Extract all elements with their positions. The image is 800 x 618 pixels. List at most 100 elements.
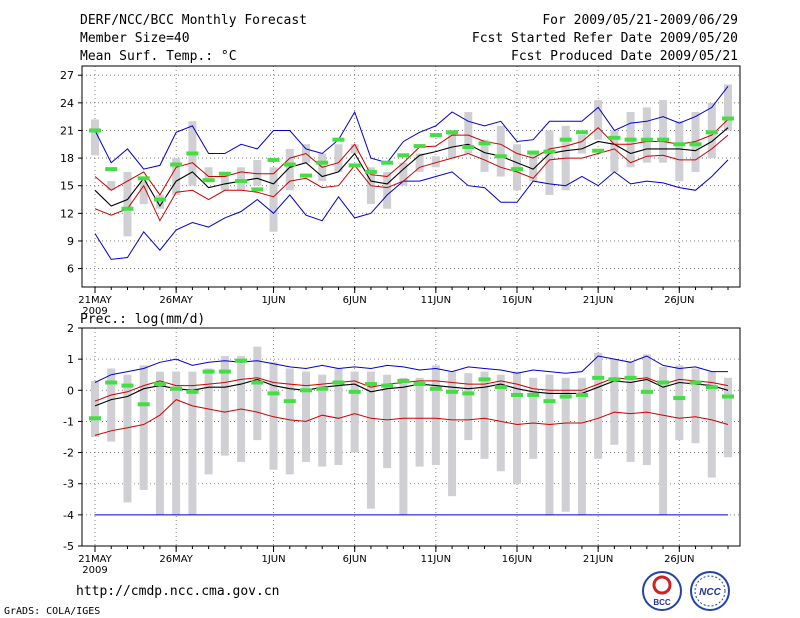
observed-marker <box>202 369 215 374</box>
observed-marker <box>559 137 572 142</box>
ensemble-box <box>220 356 229 456</box>
observed-marker <box>705 385 718 390</box>
ensemble-box <box>383 171 392 209</box>
ensemble-box <box>155 194 164 209</box>
ensemble-box <box>350 144 359 154</box>
observed-marker <box>592 148 605 153</box>
bcc-logo: BCC <box>642 571 682 611</box>
ensemble-box <box>220 173 229 191</box>
observed-marker <box>657 137 670 142</box>
ensemble-box <box>659 100 668 163</box>
ensemble-box <box>707 371 716 478</box>
ensemble-box <box>448 130 457 159</box>
observed-marker <box>527 150 540 155</box>
y-tick-label: 15 <box>60 180 74 193</box>
ensemble-box <box>642 107 651 163</box>
year-label: 2009 <box>82 565 107 576</box>
observed-marker <box>657 380 670 385</box>
member-size-label: Member Size=40 <box>80 31 190 46</box>
observed-marker <box>381 160 394 165</box>
observed-marker <box>89 416 101 421</box>
ensemble-box <box>399 377 408 515</box>
y-tick-label: 6 <box>67 263 74 276</box>
observed-marker <box>624 137 637 142</box>
series-max-line <box>94 355 728 383</box>
y-tick-label: -1 <box>63 415 74 428</box>
ensemble-box <box>139 365 148 490</box>
ensemble-box <box>318 374 327 467</box>
year-label: 2009 <box>82 306 107 317</box>
ensemble-box <box>107 368 116 442</box>
ensemble-box <box>91 380 99 437</box>
observed-marker <box>608 377 621 382</box>
plot-frame <box>81 65 741 288</box>
x-tick-label: 6JUN <box>343 295 367 306</box>
footer-url[interactable]: http://cmdp.ncc.cma.gov.cn <box>76 584 280 599</box>
observed-marker <box>624 375 637 380</box>
ensemble-box <box>464 112 473 154</box>
observed-marker <box>202 178 215 183</box>
ensemble-box <box>561 377 570 512</box>
observed-marker <box>673 142 686 147</box>
ensemble-box <box>431 156 440 168</box>
y-tick-label: 1 <box>67 353 74 366</box>
observed-marker <box>494 385 507 390</box>
ensemble-box <box>513 371 521 484</box>
x-tick-label: 26MAY <box>159 295 193 306</box>
ensemble-box <box>480 139 489 172</box>
observed-marker <box>722 116 734 121</box>
observed-marker <box>559 394 572 399</box>
ensemble-box <box>480 371 489 459</box>
x-tick-label: 26JUN <box>664 554 694 565</box>
observed-marker <box>316 386 329 391</box>
logos: BCC NCC <box>642 571 730 611</box>
ensemble-box <box>724 84 732 131</box>
ensemble-box <box>610 130 619 172</box>
observed-marker <box>316 160 329 165</box>
observed-marker <box>235 358 248 363</box>
y-tick-label: 24 <box>60 97 74 110</box>
ensemble-box <box>691 368 700 444</box>
observed-marker <box>218 369 231 374</box>
observed-marker <box>640 389 653 394</box>
fcst-started-date: Fcst Started Refer Date 2009/05/20 <box>471 31 738 46</box>
x-tick-label: 6JUN <box>343 554 367 565</box>
observed-marker <box>543 149 556 154</box>
ensemble-box <box>496 125 505 177</box>
series-mean-line <box>94 378 729 407</box>
observed-marker <box>429 386 442 391</box>
ncc-logo: NCC <box>690 571 730 611</box>
forecast-period: For 2009/05/21-2009/06/29 <box>542 13 738 28</box>
ensemble-box <box>415 377 424 467</box>
observed-marker <box>397 378 410 383</box>
x-tick-label: 11JUN <box>421 295 451 306</box>
series-p10-line <box>94 377 729 402</box>
ensemble-box <box>675 121 684 182</box>
observed-marker <box>89 128 101 133</box>
observed-marker <box>300 173 312 178</box>
y-tick-label: 0 <box>67 384 74 397</box>
x-tick-label: 21MAY <box>78 554 112 565</box>
ensemble-box <box>399 162 408 186</box>
ensemble-box <box>577 135 586 154</box>
observed-marker <box>251 380 264 385</box>
ensemble-box <box>204 167 213 179</box>
ensemble-box <box>545 374 554 515</box>
ensemble-box <box>545 130 554 195</box>
series-min-line <box>94 85 729 170</box>
x-tick-label: 21MAY <box>78 295 112 306</box>
observed-marker <box>137 402 150 407</box>
x-tick-label: 1JUN <box>261 295 285 306</box>
svg-text:BCC: BCC <box>653 598 671 607</box>
observed-marker <box>575 392 588 397</box>
observed-marker <box>446 389 459 394</box>
ensemble-box <box>659 366 668 515</box>
grads-credit: GrADS: COLA/IGES <box>4 606 101 617</box>
observed-marker <box>705 130 718 135</box>
observed-marker <box>121 383 134 388</box>
y-tick-label: 21 <box>60 124 74 137</box>
observed-marker <box>300 388 312 393</box>
ensemble-box <box>415 153 424 172</box>
ensemble-box <box>383 374 392 469</box>
